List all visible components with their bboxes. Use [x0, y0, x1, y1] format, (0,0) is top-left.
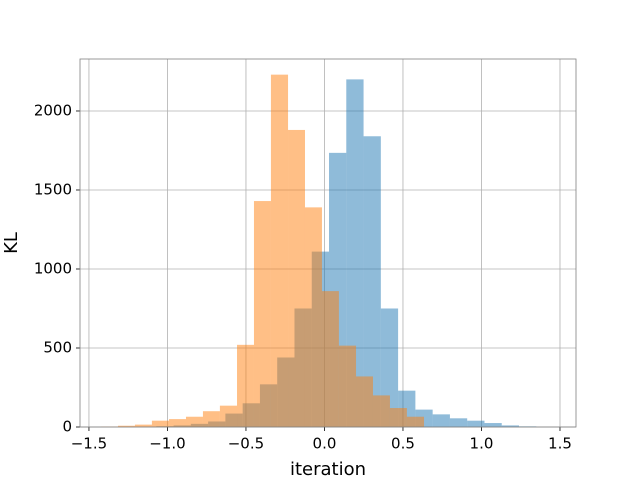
histogram-bar: [484, 423, 502, 427]
histogram-bar: [270, 74, 289, 428]
histogram-bar: [449, 418, 468, 427]
histogram-bar: [134, 424, 152, 427]
histogram-bar: [151, 420, 170, 427]
histogram-bar: [253, 201, 271, 427]
x-tick-label: 1.0: [470, 435, 494, 453]
histogram-bar: [288, 129, 305, 427]
x-tick-label: −1.0: [149, 435, 185, 453]
x-tick-label: −1.5: [71, 435, 107, 453]
histogram-bar: [202, 411, 220, 427]
histogram-bar: [117, 425, 135, 427]
histogram-bar: [185, 416, 203, 427]
histogram-bar: [363, 136, 381, 427]
histogram-bar: [467, 420, 485, 427]
histogram-bar: [372, 395, 390, 427]
x-tick-label: 0.0: [313, 435, 337, 453]
histogram-bar: [338, 345, 357, 427]
y-axis-label: KL: [1, 232, 22, 254]
histogram-bar: [501, 425, 520, 427]
histogram-bar: [406, 416, 425, 427]
x-tick-label: −0.5: [228, 435, 264, 453]
plot-frame: [79, 58, 577, 428]
histogram-bar: [356, 376, 373, 427]
histogram-bar: [432, 414, 450, 427]
histogram-bar: [389, 408, 407, 427]
histogram-bar: [321, 291, 339, 427]
histogram-bar: [169, 419, 186, 427]
y-tick-label: 1500: [34, 180, 72, 198]
x-tick-label: 0.5: [391, 435, 415, 453]
y-tick-label: 0: [62, 418, 72, 436]
histogram-bar: [237, 344, 254, 427]
y-tick-label: 500: [43, 338, 72, 356]
histogram-bar: [346, 79, 364, 427]
histogram-bar: [219, 405, 238, 427]
x-tick-label: 1.5: [548, 435, 572, 453]
y-tick-label: 1000: [34, 259, 72, 277]
histogram-bar: [304, 207, 322, 427]
y-tick-label: 2000: [34, 101, 72, 119]
x-axis-label: iteration: [290, 459, 366, 480]
